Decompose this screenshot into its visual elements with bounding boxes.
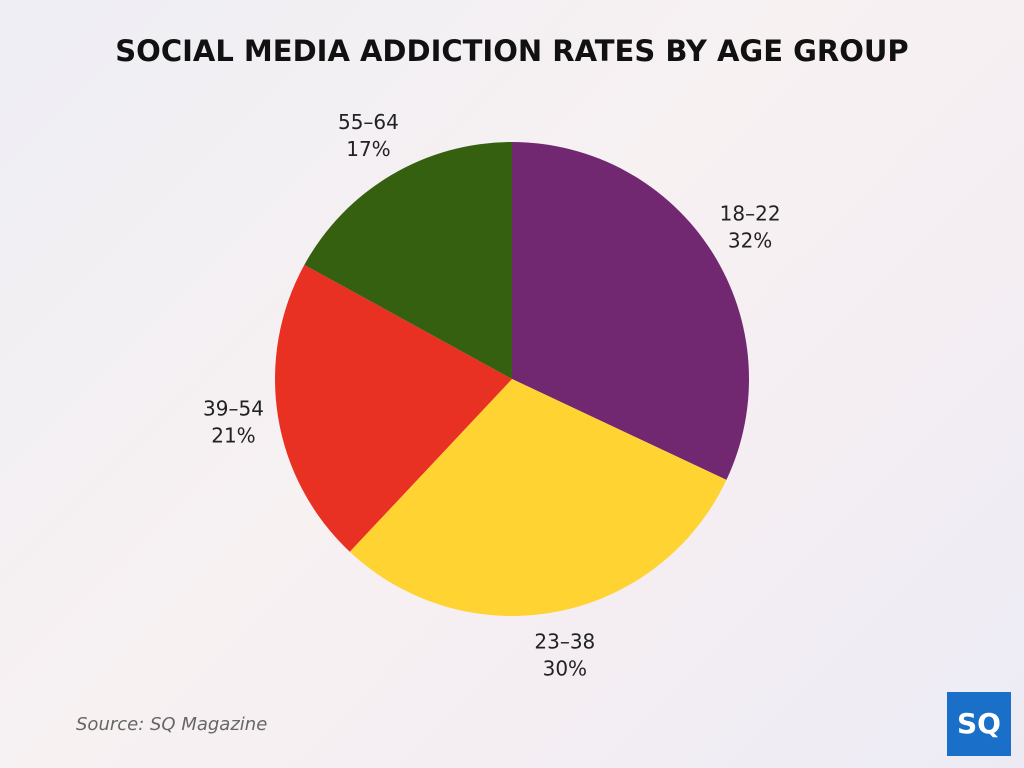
pie-slice xyxy=(349,379,727,616)
slice-value-label: 17% xyxy=(346,137,390,161)
slice-value-label: 32% xyxy=(728,228,772,252)
pie-slice xyxy=(304,142,512,379)
logo: SQ xyxy=(957,707,1001,740)
slice-category: 55–64 xyxy=(338,110,399,134)
pie-slice xyxy=(512,142,749,480)
pie-slice xyxy=(274,264,512,552)
slice-category: 39–54 xyxy=(203,397,264,421)
slice-category: 23–38 xyxy=(534,630,595,654)
logo-box xyxy=(947,692,1011,756)
slice-value-label: 30% xyxy=(543,657,587,681)
source: Source: SQ Magazine xyxy=(76,714,267,735)
slice-category: 18–22 xyxy=(720,201,781,225)
slice-value-label: 21% xyxy=(211,424,255,448)
chart-title: SOCIAL MEDIA ADDICTION RATES BY AGE GROU… xyxy=(115,34,908,68)
